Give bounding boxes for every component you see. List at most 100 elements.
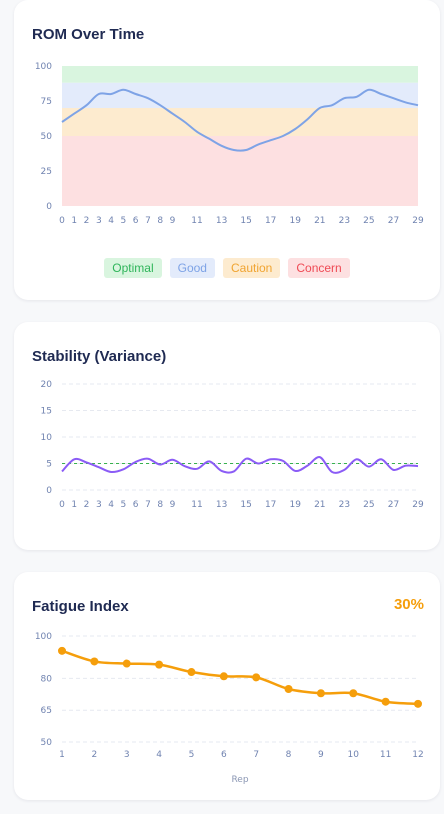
x-tick-label: 5 bbox=[189, 750, 195, 760]
x-tick-label: 4 bbox=[108, 500, 114, 510]
fatigue-title: Fatigue Index bbox=[32, 598, 129, 615]
x-tick-label: 2 bbox=[84, 216, 90, 226]
stability-card: Stability (Variance) 0 5 10 15 20 0 1 2 3 4 5 6 7 8 9 1… bbox=[14, 322, 440, 550]
x-tick-label: 17 bbox=[265, 216, 276, 226]
x-tick-label: 7 bbox=[253, 750, 259, 760]
y-tick-label: 25 bbox=[41, 167, 52, 177]
x-tick-label: 19 bbox=[290, 500, 302, 510]
x-tick-label: 12 bbox=[412, 750, 423, 760]
stability-title: Stability (Variance) bbox=[32, 348, 167, 365]
x-tick-label: 25 bbox=[363, 216, 374, 226]
x-tick-label: 1 bbox=[71, 500, 77, 510]
x-tick-label: 29 bbox=[412, 216, 424, 226]
x-tick-label: 5 bbox=[121, 500, 127, 510]
x-tick-label: 9 bbox=[170, 216, 176, 226]
x-tick-label: 6 bbox=[133, 216, 139, 226]
x-tick-label: 23 bbox=[339, 500, 350, 510]
y-tick-label: 50 bbox=[41, 132, 53, 142]
data-point bbox=[414, 699, 422, 708]
x-tick-label: 19 bbox=[290, 216, 302, 226]
rom-card: ROM Over Time 0 25 50 75 100 0 1 2 3 4 5 6 7 8 9 11 13 15… bbox=[14, 0, 440, 300]
data-point bbox=[219, 672, 228, 681]
y-tick-label: 65 bbox=[41, 706, 52, 716]
x-tick-label: 17 bbox=[265, 500, 276, 510]
x-tick-label: 11 bbox=[380, 750, 391, 760]
x-tick-label: 11 bbox=[191, 216, 202, 226]
band-optimal bbox=[62, 66, 418, 83]
y-tick-label: 15 bbox=[41, 407, 52, 417]
y-tick-label: 10 bbox=[41, 433, 53, 443]
x-tick-label: 13 bbox=[216, 216, 227, 226]
data-point bbox=[155, 660, 164, 669]
x-tick-label: 2 bbox=[91, 750, 97, 760]
x-tick-label: 8 bbox=[157, 216, 163, 226]
x-tick-label: 10 bbox=[348, 750, 360, 760]
x-tick-label: 8 bbox=[286, 750, 292, 760]
x-tick-label: 3 bbox=[96, 216, 102, 226]
x-tick-label: 23 bbox=[339, 216, 350, 226]
band-good bbox=[62, 82, 418, 108]
y-tick-label: 0 bbox=[46, 486, 52, 496]
x-tick-label: 0 bbox=[59, 216, 65, 226]
x-tick-label: 9 bbox=[318, 750, 324, 760]
x-tick-label: 1 bbox=[59, 750, 65, 760]
data-point bbox=[316, 689, 325, 698]
data-point bbox=[381, 697, 390, 706]
legend-concern[interactable]: Concern bbox=[288, 258, 350, 278]
y-tick-label: 20 bbox=[41, 380, 53, 390]
x-tick-label: 5 bbox=[121, 216, 127, 226]
x-tick-label: 3 bbox=[96, 500, 102, 510]
y-tick-label: 50 bbox=[41, 738, 53, 748]
x-tick-label: 0 bbox=[59, 500, 65, 510]
x-tick-label: 1 bbox=[71, 216, 77, 226]
data-point bbox=[187, 668, 196, 677]
y-tick-label: 5 bbox=[46, 460, 52, 470]
x-tick-label: 4 bbox=[108, 216, 114, 226]
data-point bbox=[349, 689, 358, 698]
data-point bbox=[252, 673, 261, 682]
data-point bbox=[122, 659, 131, 668]
x-tick-label: 6 bbox=[133, 500, 139, 510]
y-tick-label: 100 bbox=[35, 632, 52, 642]
legend-good[interactable]: Good bbox=[169, 258, 215, 278]
x-tick-label: 15 bbox=[240, 500, 251, 510]
x-tick-label: 21 bbox=[314, 216, 325, 226]
x-tick-label: 8 bbox=[157, 500, 163, 510]
y-tick-label: 100 bbox=[35, 62, 52, 72]
x-axis-label: Rep bbox=[231, 775, 248, 785]
rom-legend: Optimal Good Caution Concern bbox=[14, 258, 440, 278]
x-tick-label: 4 bbox=[156, 750, 162, 760]
x-tick-label: 2 bbox=[84, 500, 90, 510]
fatigue-percent: 30% bbox=[393, 596, 424, 613]
x-tick-label: 29 bbox=[412, 500, 424, 510]
rom-line bbox=[61, 88, 419, 152]
x-tick-label: 13 bbox=[216, 500, 227, 510]
band-concern bbox=[62, 136, 418, 206]
fatigue-card: Fatigue Index 30% 50 65 80 100 1 2 3 4 5 6 7 8 9 10 11… bbox=[14, 572, 440, 800]
y-tick-label: 0 bbox=[46, 202, 52, 212]
x-tick-label: 27 bbox=[388, 216, 399, 226]
x-tick-label: 7 bbox=[145, 500, 151, 510]
x-tick-label: 11 bbox=[191, 500, 202, 510]
y-tick-label: 75 bbox=[41, 97, 52, 107]
legend-caution[interactable]: Caution bbox=[222, 258, 281, 278]
rom-title: ROM Over Time bbox=[32, 26, 145, 43]
legend-optimal[interactable]: Optimal bbox=[104, 258, 162, 278]
variance-line bbox=[61, 456, 419, 474]
x-tick-label: 6 bbox=[221, 750, 227, 760]
x-tick-label: 25 bbox=[363, 500, 374, 510]
data-point bbox=[90, 657, 99, 666]
x-tick-label: 9 bbox=[170, 500, 176, 510]
band-caution bbox=[62, 108, 418, 136]
fatigue-line bbox=[61, 649, 419, 706]
x-tick-label: 3 bbox=[124, 750, 130, 760]
x-tick-label: 21 bbox=[314, 500, 325, 510]
x-tick-label: 7 bbox=[145, 216, 151, 226]
data-point bbox=[58, 646, 66, 655]
data-point bbox=[284, 685, 293, 693]
y-tick-label: 80 bbox=[41, 674, 53, 684]
x-tick-label: 27 bbox=[388, 500, 399, 510]
